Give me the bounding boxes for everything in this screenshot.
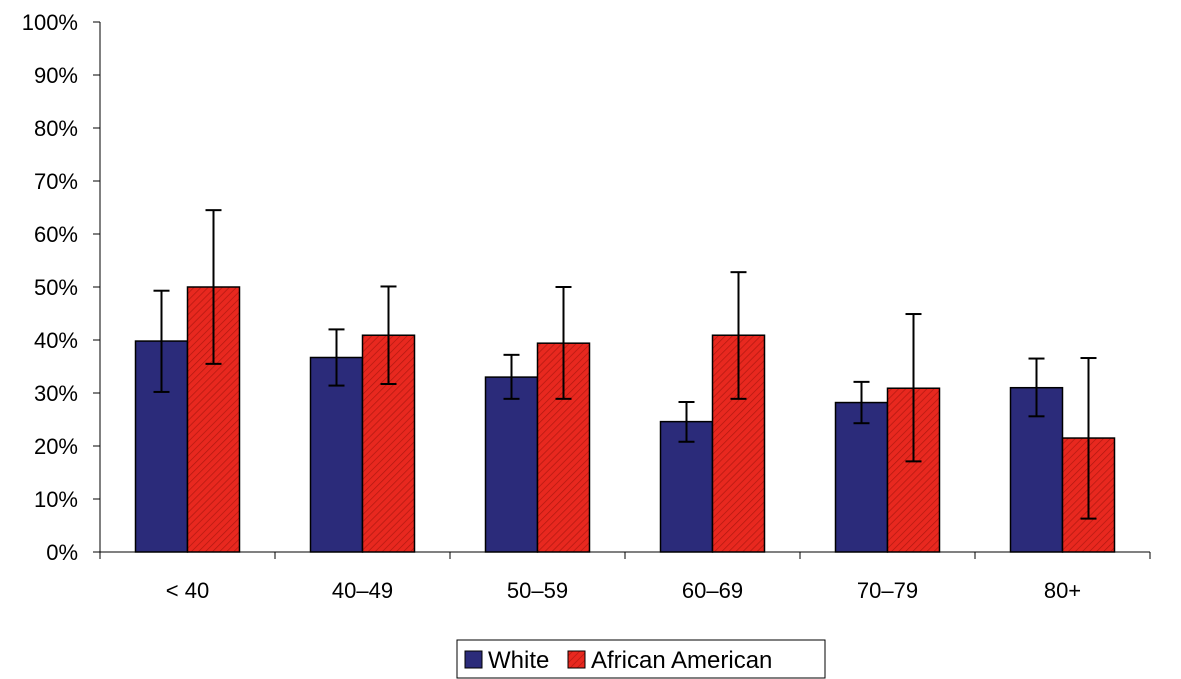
y-tick-label: 0% <box>46 540 78 565</box>
x-tick-label: 60–69 <box>682 578 743 603</box>
legend-swatch-african-american <box>567 650 586 669</box>
y-tick-label: 50% <box>34 275 78 300</box>
y-tick-label: 30% <box>34 381 78 406</box>
y-tick-label: 80% <box>34 116 78 141</box>
legend: White African American <box>456 639 826 679</box>
plot-area: 0% 10% 20% 30% 40% 50% 60% 70% 80% 90% 100% < 40 40–… <box>22 10 1151 603</box>
y-tick-label: 40% <box>34 328 78 353</box>
x-tick-label: 70–79 <box>857 578 918 603</box>
legend-label: White <box>488 647 549 674</box>
x-tick-label: 40–49 <box>332 578 393 603</box>
x-tick-label: 80+ <box>1044 578 1081 603</box>
y-tick-label: 20% <box>34 434 78 459</box>
y-tick-label: 10% <box>34 487 78 512</box>
legend-label: African American <box>591 647 772 674</box>
legend-box <box>456 639 826 679</box>
bar-white <box>659 420 714 553</box>
bar-white <box>309 356 364 553</box>
legend-swatch-white <box>464 650 483 669</box>
y-tick-label: 90% <box>34 63 78 88</box>
x-tick-label: < 40 <box>166 578 209 603</box>
bar-white <box>834 401 889 553</box>
y-tick-label: 70% <box>34 169 78 194</box>
bar-white <box>484 376 539 553</box>
y-tick-label: 60% <box>34 222 78 247</box>
y-tick-label: 100% <box>22 10 78 35</box>
x-tick-label: 50–59 <box>507 578 568 603</box>
